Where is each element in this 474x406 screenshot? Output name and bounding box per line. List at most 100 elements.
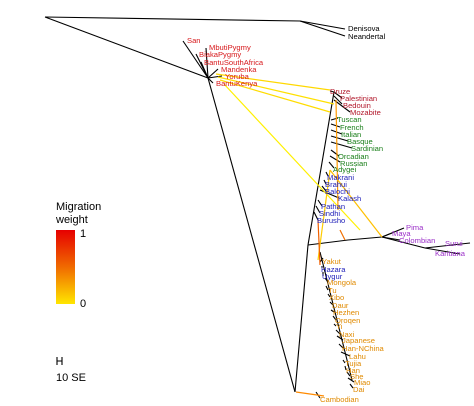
label-cambodian: Cambodian bbox=[320, 395, 359, 404]
migration-edge-2 bbox=[217, 76, 335, 105]
migration-edge-1 bbox=[215, 73, 331, 91]
label-sardinian: Sardinian bbox=[351, 144, 383, 153]
central-south-asia-labels: Makrani Brahui Balochi Kalash Pathan Sin… bbox=[317, 173, 361, 281]
branch-karitiana bbox=[424, 247, 461, 255]
label-yi: Yi bbox=[336, 322, 343, 331]
label-french: French bbox=[340, 123, 364, 132]
label-oroqen: Oroqen bbox=[335, 316, 360, 325]
branch-east-eurasia bbox=[307, 239, 349, 246]
label-karitiana: Karitiana bbox=[435, 249, 466, 258]
label-tuscan: Tuscan bbox=[337, 115, 362, 124]
branch-amazonian bbox=[381, 236, 426, 249]
label-makrani: Makrani bbox=[327, 173, 354, 182]
branch-tu bbox=[325, 285, 329, 291]
label-japanese: Japanese bbox=[342, 336, 375, 345]
branch-trunk bbox=[294, 244, 309, 393]
branch-han bbox=[344, 365, 347, 371]
label-yakut: Yakut bbox=[322, 257, 342, 266]
branch-lahu bbox=[340, 351, 351, 357]
label-tu: Tu bbox=[328, 286, 337, 295]
branch-yi bbox=[333, 323, 337, 327]
branch-hezhen bbox=[330, 309, 335, 313]
label-bedouin: Bedouin bbox=[343, 101, 371, 110]
branch-adygei bbox=[328, 161, 335, 169]
label-italian: Italian bbox=[341, 130, 361, 139]
label-brahui: Brahui bbox=[325, 180, 347, 189]
label-colombian: Colombian bbox=[399, 236, 435, 245]
middle-east-labels: Druze Palestinian Bedouin Mozabite bbox=[330, 87, 381, 117]
migration-edge-9 bbox=[295, 391, 325, 397]
label-dai: Dai bbox=[353, 385, 365, 394]
branch-sardinian bbox=[330, 141, 353, 149]
branch-sindhi bbox=[315, 205, 321, 214]
branch-makrani bbox=[325, 171, 329, 177]
label-pathan: Pathan bbox=[321, 202, 345, 211]
label-palestinian: Palestinian bbox=[340, 94, 377, 103]
label-she: She bbox=[350, 372, 364, 381]
label-tujia: Tujia bbox=[345, 359, 362, 368]
branch-orcadian bbox=[330, 149, 340, 157]
migration-edges bbox=[215, 73, 383, 397]
label-mozabite: Mozabite bbox=[350, 108, 381, 117]
branch-bantu-south-africa bbox=[200, 61, 209, 79]
branch-root-modern bbox=[44, 16, 209, 79]
label-yoruba: Yoruba bbox=[225, 72, 250, 81]
label-han-nchina: Han-NChina bbox=[342, 344, 385, 353]
label-neandertal: Neandertal bbox=[348, 32, 385, 41]
migration-edge-10 bbox=[339, 229, 346, 241]
branch-japanese bbox=[336, 335, 344, 341]
label-hezhen: Hezhen bbox=[333, 308, 359, 317]
branch-east-asia bbox=[319, 251, 353, 381]
label-lahu: Lahu bbox=[349, 352, 366, 361]
migration-edge-6 bbox=[329, 169, 383, 238]
east-asia-labels: Yakut Mongola Tu Xibo Daur Hezhen Oroqen… bbox=[320, 257, 385, 404]
label-xibo: Xibo bbox=[329, 293, 344, 302]
branch-han-nchina bbox=[338, 343, 344, 349]
label-denisova: Denisova bbox=[348, 24, 380, 33]
scale-bar: 10 SE bbox=[56, 357, 86, 384]
branch-burusho bbox=[313, 211, 319, 221]
label-mongola: Mongola bbox=[327, 278, 357, 287]
label-mandenka: Mandenka bbox=[221, 65, 257, 74]
label-biaka-pygmy: BiakaPygmy bbox=[199, 50, 241, 59]
branch-root bbox=[44, 16, 301, 22]
label-balochi: Balochi bbox=[325, 187, 350, 196]
label-san: San bbox=[187, 36, 201, 45]
branch-daur bbox=[329, 301, 334, 306]
legend-min-label: 0 bbox=[80, 298, 86, 310]
america-labels: Pima Maya Colombian Surui Karitiana bbox=[392, 223, 466, 258]
label-bantu-south-africa: BantuSouthAfrica bbox=[204, 58, 264, 67]
branch-yoruba bbox=[207, 75, 223, 79]
africa-labels: San MbutiPygmy BiakaPygmy BantuSouthAfri… bbox=[187, 36, 264, 88]
migration-edge-3 bbox=[219, 79, 331, 113]
branch-mongola bbox=[324, 277, 329, 283]
migration-edge-8 bbox=[317, 219, 321, 266]
migration-edge-5 bbox=[335, 99, 339, 211]
branch-maya bbox=[381, 232, 393, 238]
branch-druze bbox=[329, 90, 335, 93]
branch-palestinian bbox=[333, 91, 343, 99]
migration-weight-legend: Migration weight 1 0 bbox=[55, 201, 101, 310]
label-adygei: Adygei bbox=[333, 165, 357, 174]
branch-brahui bbox=[323, 179, 327, 185]
branch-oroqen bbox=[332, 315, 337, 321]
scale-bar-label: 10 SE bbox=[56, 372, 86, 384]
branch-bantu-kenya bbox=[207, 77, 214, 84]
branch-surui bbox=[424, 242, 471, 249]
branch-mandenka bbox=[207, 68, 219, 79]
legend-title-line1: Migration bbox=[56, 201, 101, 213]
label-uygur: Uygur bbox=[322, 272, 343, 281]
branch-dai bbox=[349, 383, 354, 389]
label-druze: Druze bbox=[330, 87, 350, 96]
branch-xibo bbox=[327, 293, 331, 298]
branch-pathan bbox=[317, 199, 323, 207]
label-orcadian: Orcadian bbox=[338, 152, 369, 161]
branch-mozabite bbox=[333, 99, 351, 113]
label-naxi: Naxi bbox=[339, 330, 355, 339]
branch-basque bbox=[330, 135, 349, 142]
label-burusho: Burusho bbox=[317, 216, 345, 225]
label-han: Han bbox=[346, 366, 360, 375]
branch-mbuti-pygmy bbox=[205, 47, 209, 79]
